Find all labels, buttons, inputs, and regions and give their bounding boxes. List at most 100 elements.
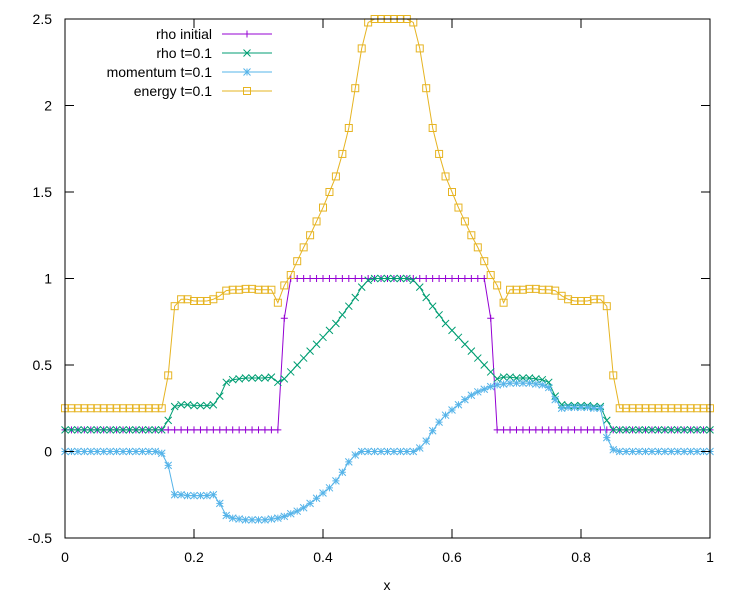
data-point	[370, 274, 379, 283]
data-point	[325, 275, 333, 282]
data-point	[196, 401, 205, 410]
data-point	[99, 447, 108, 456]
data-point	[429, 275, 437, 282]
data-point	[480, 361, 489, 369]
data-point	[499, 380, 508, 388]
data-point	[487, 314, 495, 322]
data-point	[435, 275, 443, 282]
legend-marker	[243, 49, 251, 57]
data-point	[222, 378, 231, 387]
data-point	[551, 395, 560, 404]
data-point	[506, 285, 515, 294]
data-point	[635, 404, 644, 413]
data-point	[602, 302, 611, 311]
data-point	[241, 374, 250, 382]
data-point	[583, 296, 592, 305]
data-point	[454, 333, 463, 342]
data-point	[344, 302, 353, 311]
data-point	[596, 295, 605, 304]
data-point	[344, 458, 353, 466]
data-point	[654, 426, 663, 434]
data-point	[74, 447, 82, 456]
data-point	[641, 447, 650, 456]
data-point	[538, 285, 547, 294]
data-point	[157, 449, 166, 458]
data-point	[680, 447, 689, 456]
data-point	[216, 426, 224, 434]
data-point	[119, 447, 127, 456]
data-point	[506, 426, 514, 434]
data-point	[177, 295, 186, 304]
data-point	[112, 404, 121, 413]
x-tick-label: 1	[706, 549, 714, 565]
data-point	[229, 426, 237, 434]
data-point	[254, 285, 263, 294]
data-point	[577, 296, 585, 305]
data-point	[196, 491, 205, 500]
data-point	[286, 509, 295, 518]
data-point	[609, 445, 618, 454]
data-point	[428, 426, 437, 435]
data-point	[396, 274, 405, 283]
data-point	[544, 383, 553, 392]
data-point	[306, 275, 314, 282]
data-point	[435, 310, 443, 319]
data-point	[648, 426, 656, 434]
data-point	[635, 447, 643, 456]
data-point	[93, 404, 102, 413]
data-point	[660, 426, 669, 434]
data-point	[461, 275, 469, 282]
data-point	[596, 426, 604, 434]
data-point	[177, 490, 185, 499]
data-point	[364, 276, 373, 285]
data-point	[448, 275, 456, 282]
data-point	[383, 447, 392, 456]
data-point	[86, 426, 95, 434]
data-point	[125, 447, 134, 456]
data-point	[306, 499, 314, 508]
data-point	[615, 426, 624, 434]
data-point	[357, 44, 366, 53]
data-point	[590, 404, 598, 413]
data-point	[693, 404, 702, 413]
data-point	[545, 426, 553, 434]
data-point	[86, 404, 95, 413]
data-point	[519, 426, 527, 434]
data-point	[209, 400, 218, 409]
data-point	[255, 426, 262, 434]
data-point	[460, 217, 469, 226]
data-point	[286, 368, 295, 376]
data-point	[293, 275, 301, 282]
data-point	[151, 426, 160, 434]
data-point	[590, 426, 598, 434]
data-point	[222, 511, 231, 520]
data-point	[215, 499, 224, 508]
data-point	[422, 437, 431, 445]
data-point	[602, 416, 611, 425]
data-point	[654, 404, 663, 413]
data-point	[196, 426, 204, 434]
data-point	[235, 374, 244, 383]
data-point	[596, 404, 605, 413]
y-tick-label: 2	[44, 98, 52, 114]
data-point	[151, 447, 160, 456]
data-point	[686, 447, 695, 456]
data-point	[428, 302, 437, 311]
data-point	[209, 490, 218, 499]
data-point	[602, 433, 611, 442]
data-point	[416, 275, 424, 282]
data-point	[358, 275, 366, 282]
data-point	[170, 490, 179, 499]
data-point	[332, 275, 340, 282]
data-point	[473, 387, 482, 396]
data-point	[164, 371, 173, 380]
data-point	[67, 404, 76, 413]
data-point	[280, 512, 289, 521]
x-tick-label: 0.4	[313, 549, 333, 565]
data-point	[673, 404, 682, 413]
data-point	[144, 404, 153, 413]
data-point	[570, 403, 579, 412]
data-point	[138, 447, 147, 456]
data-point	[319, 333, 327, 342]
legend-label: energy t=0.1	[134, 83, 212, 99]
